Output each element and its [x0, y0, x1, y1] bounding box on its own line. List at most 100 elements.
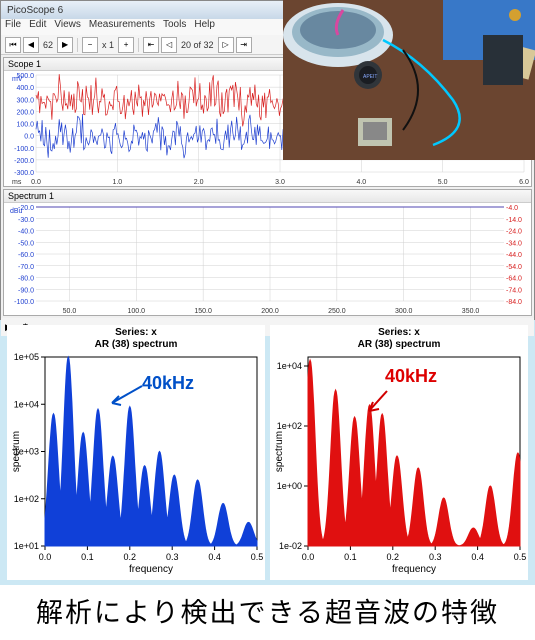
svg-text:100.0: 100.0 [128, 308, 146, 315]
spectrum1-plot: -20.0-4.0-30.0-14.0-40.0-24.0-50.0-34.0-… [4, 203, 531, 315]
svg-text:4.0: 4.0 [356, 179, 366, 186]
svg-text:0.2: 0.2 [124, 552, 137, 562]
zoom-level: x 1 [100, 40, 116, 50]
menu-help[interactable]: Help [194, 19, 215, 35]
svg-text:-54.0: -54.0 [506, 264, 522, 271]
svg-text:0.3: 0.3 [166, 552, 179, 562]
menu-views[interactable]: Views [54, 19, 81, 35]
svg-text:-90.0: -90.0 [18, 287, 34, 294]
svg-text:-44.0: -44.0 [506, 252, 522, 259]
spectrum-left-title: Series: xAR (38) spectrum [7, 325, 265, 351]
annotation-40khz-left: 40kHz [142, 373, 194, 394]
prev-icon[interactable]: ◀ [23, 37, 39, 53]
svg-text:0.0: 0.0 [31, 179, 41, 186]
svg-text:1e+01: 1e+01 [14, 541, 39, 551]
svg-text:-80.0: -80.0 [18, 276, 34, 283]
zoom-out-icon[interactable]: − [82, 37, 98, 53]
svg-text:6.0: 6.0 [519, 179, 529, 186]
rate: 62 [41, 40, 55, 50]
caption: 解析により検出できる超音波の特徴 [0, 585, 535, 635]
svg-text:0.0: 0.0 [302, 552, 315, 562]
menu-edit[interactable]: Edit [29, 19, 46, 35]
svg-text:-200.0: -200.0 [14, 158, 34, 165]
svg-text:150.0: 150.0 [194, 308, 212, 315]
svg-text:dBu: dBu [10, 208, 23, 215]
svg-text:300.0: 300.0 [16, 97, 34, 104]
svg-text:-100.0: -100.0 [14, 299, 34, 306]
spectrum-left: Series: xAR (38) spectrum 1e+01 1e+02 1e+0… [7, 325, 265, 580]
svg-text:5.0: 5.0 [438, 179, 448, 186]
svg-text:0.4: 0.4 [208, 552, 221, 562]
svg-text:-300.0: -300.0 [14, 170, 34, 177]
seek-start-icon[interactable]: ⏮ [5, 37, 21, 53]
hardware-photo: APEIT [283, 0, 535, 160]
svg-text:400.0: 400.0 [16, 85, 34, 92]
svg-text:-64.0: -64.0 [506, 276, 522, 283]
spectrum1-panel: Spectrum 1 -20.0-4.0-30.0-14.0-40.0-24.0… [3, 189, 532, 316]
svg-text:0.4: 0.4 [471, 552, 484, 562]
svg-text:frequency: frequency [392, 564, 436, 575]
svg-text:250.0: 250.0 [328, 308, 346, 315]
svg-text:1e-02: 1e-02 [279, 541, 302, 551]
svg-text:2.0: 2.0 [194, 179, 204, 186]
zoom-in-icon[interactable]: + [118, 37, 134, 53]
svg-text:-4.0: -4.0 [506, 205, 518, 212]
first-page-icon[interactable]: ⇤ [143, 37, 159, 53]
svg-text:-40.0: -40.0 [18, 229, 34, 236]
svg-text:1e+04: 1e+04 [14, 399, 39, 409]
spectrum1-svg: -20.0-4.0-30.0-14.0-40.0-24.0-50.0-34.0-… [4, 203, 532, 315]
page-fwd-icon[interactable]: ▷ [218, 37, 234, 53]
svg-text:1e+02: 1e+02 [14, 494, 39, 504]
svg-text:spectrum: spectrum [274, 431, 285, 472]
svg-text:spectrum: spectrum [11, 431, 22, 472]
menu-tools[interactable]: Tools [163, 19, 186, 35]
svg-text:0.1: 0.1 [344, 552, 357, 562]
svg-text:-50.0: -50.0 [18, 240, 34, 247]
svg-text:-70.0: -70.0 [18, 264, 34, 271]
menu-measurements[interactable]: Measurements [89, 19, 155, 35]
svg-text:3.0: 3.0 [275, 179, 285, 186]
page-indicator: 20 of 32 [179, 40, 216, 50]
svg-text:frequency: frequency [129, 564, 173, 575]
page-back-icon[interactable]: ◁ [161, 37, 177, 53]
svg-text:0.1: 0.1 [81, 552, 94, 562]
svg-text:-60.0: -60.0 [18, 252, 34, 259]
arrow-right-icon [365, 389, 395, 419]
svg-text:0.0: 0.0 [39, 552, 52, 562]
svg-text:1e+00: 1e+00 [277, 481, 302, 491]
svg-text:-74.0: -74.0 [506, 287, 522, 294]
svg-text:0.0: 0.0 [24, 134, 34, 141]
svg-text:200.0: 200.0 [16, 109, 34, 116]
top-composite: PicoScope 6 File Edit Views Measurements… [0, 0, 535, 320]
svg-text:-34.0: -34.0 [506, 240, 522, 247]
last-page-icon[interactable]: ⇥ [236, 37, 252, 53]
svg-text:100.0: 100.0 [16, 122, 34, 129]
svg-text:APEIT: APEIT [363, 74, 377, 80]
arrow-left-icon [107, 381, 147, 411]
svg-text:200.0: 200.0 [261, 308, 279, 315]
annotation-40khz-right: 40kHz [385, 366, 437, 387]
svg-text:350.0: 350.0 [462, 308, 480, 315]
next-icon[interactable]: ▶ [57, 37, 73, 53]
svg-text:ms: ms [12, 179, 22, 186]
app-title: PicoScope 6 [7, 5, 63, 16]
svg-text:1.0: 1.0 [112, 179, 122, 186]
svg-text:300.0: 300.0 [395, 308, 413, 315]
svg-text:-24.0: -24.0 [506, 229, 522, 236]
spectrum1-title: Spectrum 1 [4, 190, 531, 203]
spectra-row: Series: xAR (38) spectrum 1e+01 1e+02 1e+0… [0, 320, 535, 585]
svg-text:1e+04: 1e+04 [277, 361, 302, 371]
svg-text:-30.0: -30.0 [18, 217, 34, 224]
svg-text:-100.0: -100.0 [14, 146, 34, 153]
svg-text:0.3: 0.3 [429, 552, 442, 562]
svg-text:0.2: 0.2 [387, 552, 400, 562]
svg-text:-14.0: -14.0 [506, 217, 522, 224]
menu-file[interactable]: File [5, 19, 21, 35]
svg-text:-84.0: -84.0 [506, 299, 522, 306]
svg-text:1e+02: 1e+02 [277, 421, 302, 431]
spectrum-right-title: Series: xAR (38) spectrum [270, 325, 528, 351]
svg-text:50.0: 50.0 [63, 308, 77, 315]
svg-text:mV: mV [12, 76, 23, 83]
svg-text:0.5: 0.5 [514, 552, 527, 562]
spectrum-right: Series: xAR (38) spectrum 1e-02 1e+00 1e+0… [270, 325, 528, 580]
